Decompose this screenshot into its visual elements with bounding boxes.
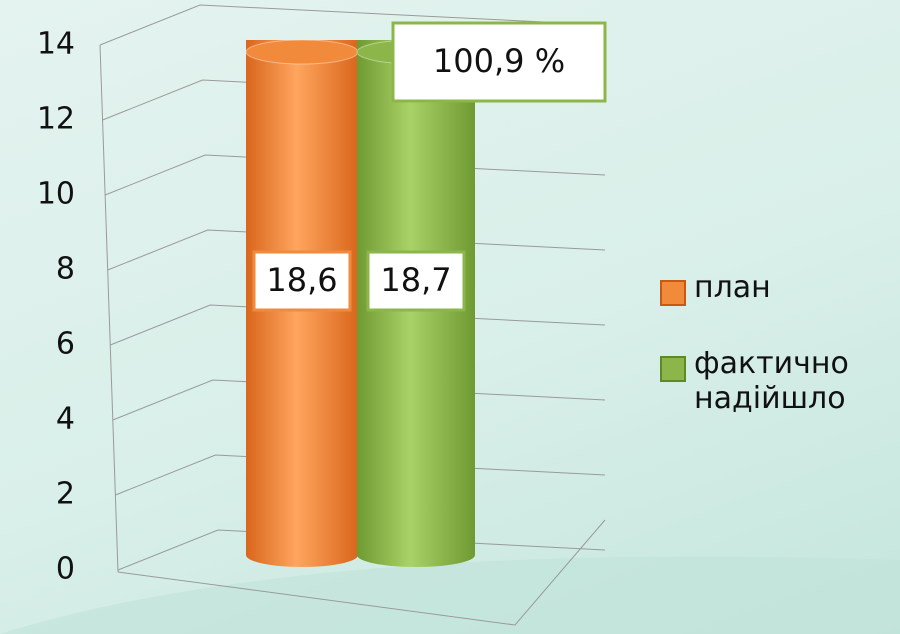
legend: план фактично надійшло bbox=[660, 270, 895, 456]
value-label-box bbox=[366, 250, 466, 312]
grid-line bbox=[115, 454, 606, 496]
grid-line bbox=[117, 529, 606, 571]
value-label-box bbox=[252, 250, 352, 312]
legend-item: план bbox=[660, 270, 895, 306]
legend-label: фактично надійшло bbox=[694, 346, 849, 416]
annotation: 100,9 % bbox=[433, 42, 565, 80]
bar-top bbox=[245, 40, 359, 65]
wave bbox=[0, 556, 900, 634]
y-tick-label: 12 bbox=[37, 102, 75, 137]
legend-label: план bbox=[694, 270, 771, 305]
legend-swatch bbox=[660, 356, 686, 382]
y-axis bbox=[99, 44, 119, 573]
y-tick-label: 4 bbox=[56, 402, 75, 437]
grid-line bbox=[99, 4, 606, 46]
y-tick-label: 0 bbox=[56, 552, 75, 587]
annotation-box bbox=[391, 21, 607, 103]
legend-item: фактично надійшло bbox=[660, 346, 895, 416]
y-tick-label: 2 bbox=[56, 477, 75, 512]
y-tick-label: 8 bbox=[56, 252, 75, 287]
floor bbox=[117, 519, 606, 626]
value-label: 18,7 bbox=[380, 261, 451, 299]
y-tick-label: 10 bbox=[37, 177, 75, 212]
y-tick-label: 6 bbox=[56, 327, 75, 362]
y-tick-label: 14 bbox=[37, 27, 75, 62]
legend-swatch bbox=[660, 280, 686, 306]
value-label: 18,6 bbox=[266, 261, 337, 299]
